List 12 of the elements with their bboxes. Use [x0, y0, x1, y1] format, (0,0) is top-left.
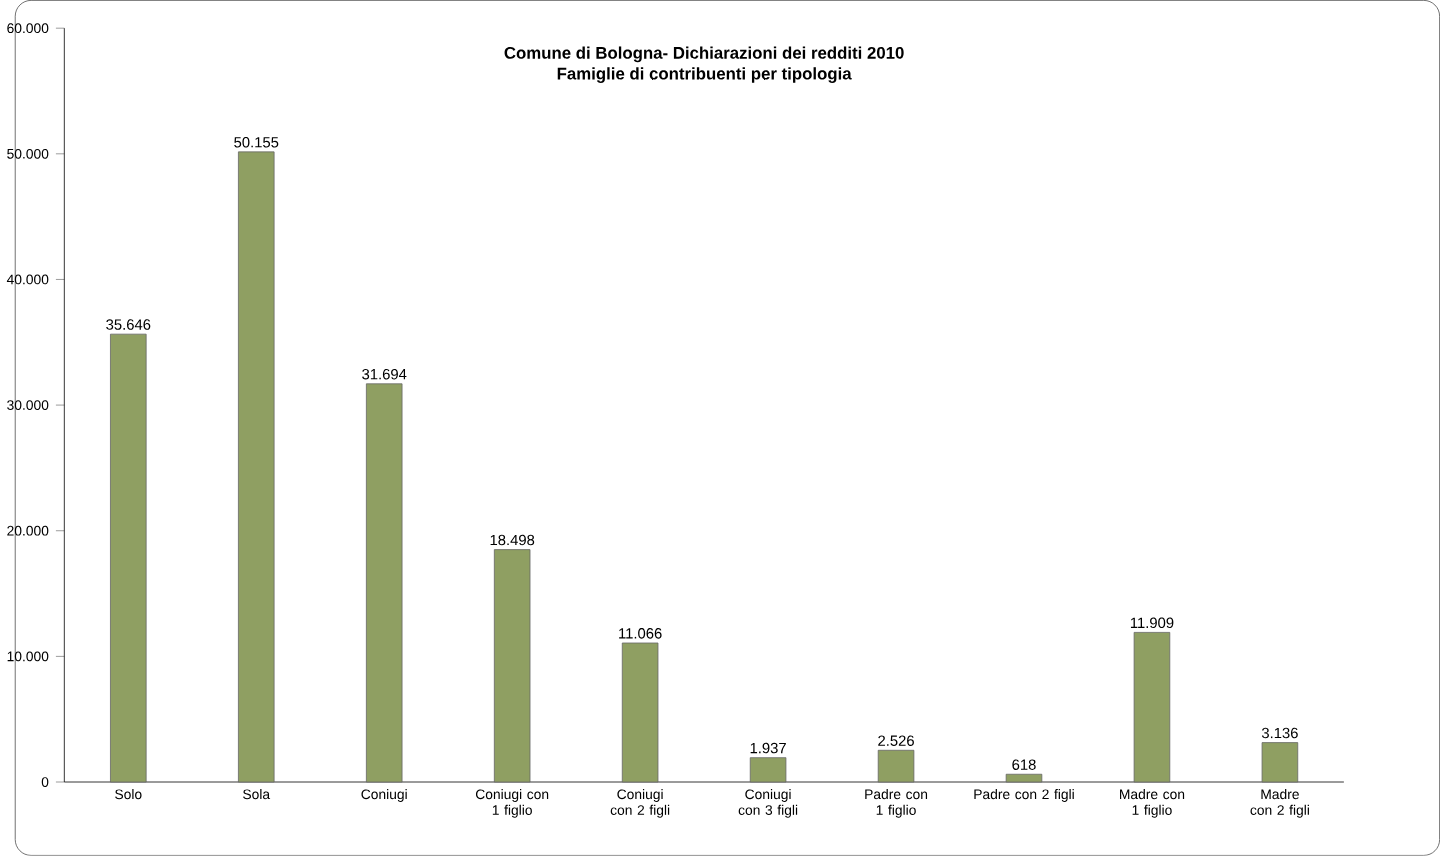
bar — [877, 749, 915, 783]
bar — [749, 757, 787, 783]
bar — [621, 642, 659, 783]
bar — [1133, 632, 1171, 783]
bar — [1261, 742, 1299, 783]
bar — [365, 383, 403, 783]
bar — [493, 549, 531, 783]
bar — [110, 333, 147, 783]
text: Famiglie di contribuenti per tipologia — [557, 67, 852, 84]
bar — [238, 151, 275, 783]
text: Comune di Bologna- Dichiarazioni dei redditi 2010 — [504, 46, 904, 63]
bar — [1005, 773, 1043, 783]
